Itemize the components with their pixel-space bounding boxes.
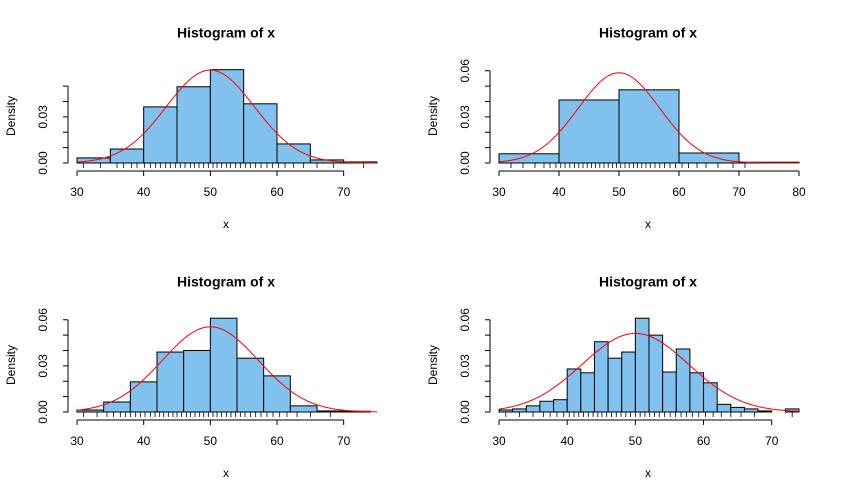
density-curve [498,72,799,164]
bar [289,405,318,413]
x-axis-label: x [645,466,651,480]
bar [143,106,178,164]
bar [236,357,265,413]
x-tick-label: 40 [561,434,575,448]
bar [678,152,740,164]
y-tick-label: 0.03 [36,105,50,129]
bar [539,400,555,413]
y-tick-label: 0.00 [458,151,472,175]
y-tick-label: 0.06 [458,59,472,83]
x-axis-label: x [223,466,229,480]
x-tick-label: 30 [70,185,84,199]
x-tick-label: 30 [492,185,506,199]
x-tick-label: 60 [270,185,284,199]
x-tick-label: 40 [137,434,151,448]
bar [109,148,145,164]
x-tick-label: 40 [552,185,566,199]
y-tick-label: 0.00 [36,151,50,175]
bar [703,382,718,413]
x-tick-label: 80 [792,185,806,199]
x-tick-label: 60 [270,434,284,448]
bar [209,69,245,164]
x-tick-label: 70 [337,185,351,199]
x-tick-label: 50 [629,434,643,448]
y-tick-label: 0.03 [36,354,50,378]
chart-title: Histogram of x [177,25,275,41]
bar [316,410,345,413]
bar [634,317,650,413]
bar [243,103,278,164]
bar [209,317,238,413]
x-tick-label: 50 [204,434,218,448]
x-axis-label: x [645,217,651,231]
x-tick-label: 60 [672,185,686,199]
bar [689,372,705,413]
bar [675,348,691,413]
bar [730,406,745,413]
bar [607,357,623,413]
bar [176,86,211,164]
chart-title: Histogram of x [599,274,697,290]
y-tick-label: 0.00 [36,400,50,424]
x-tick-label: 50 [612,185,626,199]
bar [512,408,527,413]
y-axis-label: Density [426,96,440,136]
bar [558,99,620,164]
x-tick-label: 50 [204,185,218,199]
x-tick-label: 40 [137,185,151,199]
bar [183,350,211,413]
bar [553,399,568,413]
bar [580,372,595,413]
y-tick-label: 0.03 [458,105,472,129]
bar [498,409,514,413]
bar [757,410,773,413]
y-tick-label: 0.03 [458,354,472,378]
x-tick-label: 30 [492,434,506,448]
density-curve [498,332,800,412]
bar [743,408,759,413]
bar [263,375,291,413]
x-axis-label: x [223,217,229,231]
y-axis-label: Density [4,96,18,136]
y-tick-label: 0.06 [36,308,50,332]
chart-title: Histogram of x [177,274,275,290]
bar [662,371,677,413]
x-tick-label: 60 [697,434,711,448]
x-tick-label: 70 [337,434,351,448]
x-tick-label: 70 [765,434,779,448]
x-tick-label: 30 [70,434,84,448]
bar [618,89,680,164]
bar [621,351,636,413]
x-tick-label: 70 [732,185,746,199]
density-curve [76,326,378,413]
y-axis-label: Density [426,345,440,385]
bar [76,409,105,413]
chart-title: Histogram of x [599,25,697,41]
y-tick-label: 0.06 [458,308,472,332]
bar [525,405,541,413]
bar [716,403,732,413]
bar [648,334,664,413]
density-curve [76,69,378,164]
bar [129,381,158,413]
y-tick-label: 0.00 [458,400,472,424]
y-axis-label: Density [4,345,18,385]
